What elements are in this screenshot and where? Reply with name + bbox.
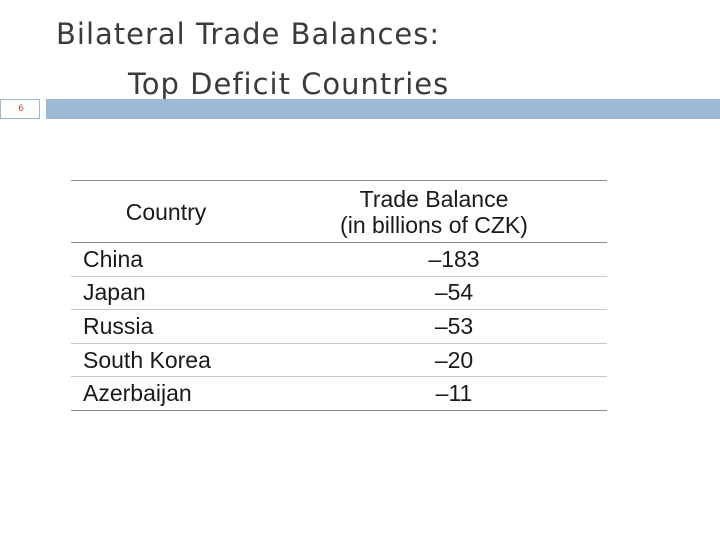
table-header-row: Country Trade Balance (in billions of CZ… <box>71 180 607 243</box>
country-cell: China <box>83 245 144 272</box>
slide-number: 6 <box>18 104 24 114</box>
slide-number-box: 6 <box>0 99 40 119</box>
column-header-trade-balance-line-1: Trade Balance <box>359 185 509 212</box>
column-header-trade-balance: Trade Balance (in billions of CZK) <box>261 181 607 243</box>
table-row: China –183 <box>71 243 607 277</box>
country-cell: Azerbaijan <box>83 380 192 407</box>
balance-cell: –54 <box>434 279 474 306</box>
balance-cell: –11 <box>435 380 473 407</box>
table-row: Japan –54 <box>71 276 607 310</box>
table-header: Country Trade Balance (in billions of CZ… <box>71 180 607 243</box>
table-row: South Korea –20 <box>71 343 607 377</box>
title-accent-bar <box>46 99 720 119</box>
table-body: China –183 Japan –54 Russia –53 South Ko… <box>71 243 607 411</box>
table-row: Azerbaijan –11 <box>71 377 607 411</box>
country-cell: Japan <box>83 279 146 306</box>
column-header-country: Country <box>125 198 207 225</box>
country-cell: Russia <box>83 312 154 339</box>
balance-cell: –183 <box>428 245 480 272</box>
table-row: Russia –53 <box>71 310 607 344</box>
balance-cell: –20 <box>434 346 474 373</box>
column-header-trade-balance-line-2: (in billions of CZK) <box>340 211 528 238</box>
trade-balance-table: Country Trade Balance (in billions of CZ… <box>71 180 607 411</box>
country-cell: South Korea <box>83 346 211 373</box>
slide-title-line-2: Top Deficit Countries <box>128 67 450 101</box>
slide-title-line-1: Bilateral Trade Balances: <box>56 17 441 51</box>
balance-cell: –53 <box>434 312 474 339</box>
